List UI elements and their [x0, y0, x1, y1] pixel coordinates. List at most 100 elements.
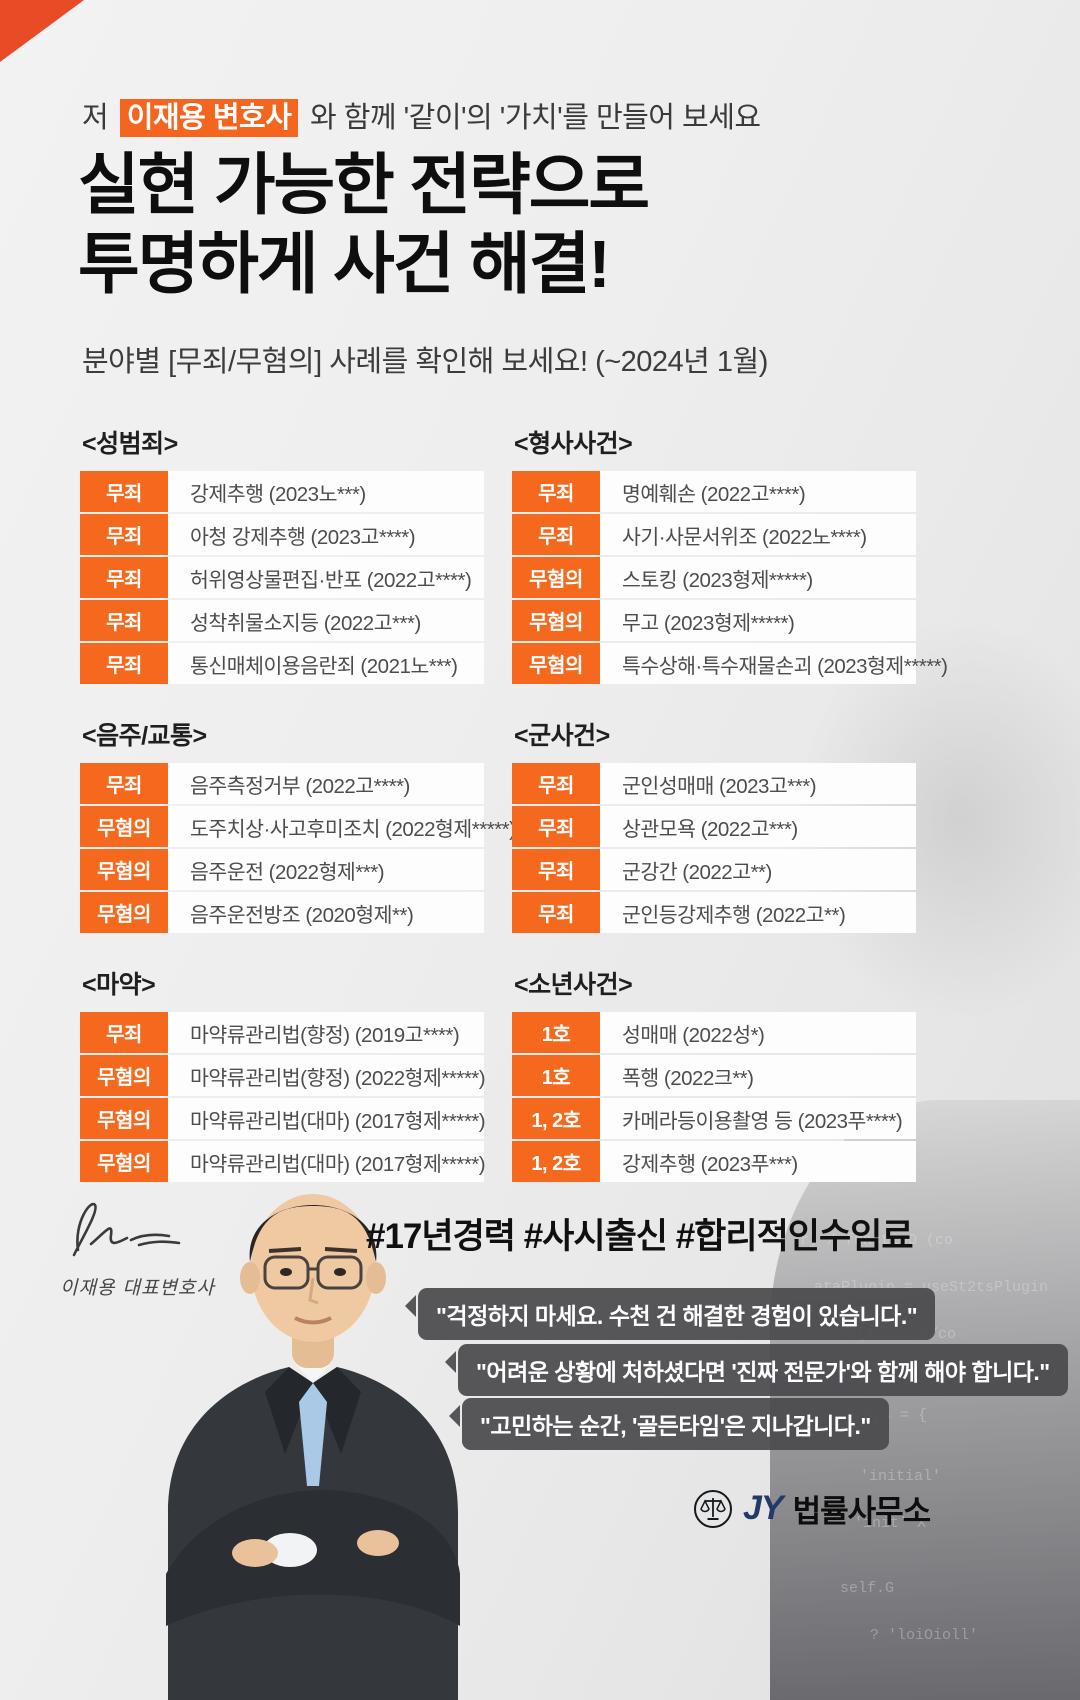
intro-suffix: 와 함께 '같이'의 '가치'를 만들어 보세요	[309, 102, 761, 134]
case-row: 무죄 음주측정거부 (2022고****)	[80, 763, 484, 804]
case-text: 음주측정거부 (2022고****)	[190, 774, 410, 798]
case-text: 강제추행 (2023푸***)	[622, 1152, 798, 1176]
verdict-badge: 무죄	[512, 471, 600, 512]
case-text: 도주치상·사고후미조치 (2022형제*****)	[190, 817, 516, 841]
case-text: 성착취물소지등 (2022고***)	[190, 611, 421, 635]
case-row: 무혐의 마약류관리법(대마) (2017형제*****)	[80, 1141, 486, 1182]
case-text: 강제추행 (2023노***)	[190, 482, 366, 506]
verdict-badge: 무혐의	[80, 1098, 168, 1139]
case-row: 1, 2호 강제추행 (2023푸***)	[512, 1141, 916, 1182]
case-row: 무죄 마약류관리법(향정) (2019고****)	[80, 1012, 484, 1053]
case-text: 마약류관리법(대마) (2017형제*****)	[190, 1152, 486, 1176]
case-text: 카메라등이용촬영 등 (2023푸****)	[622, 1109, 903, 1133]
page-title-line1: 실현 가능한 전략으로	[78, 148, 650, 223]
case-text: 통신매체이용음란죄 (2021노***)	[190, 654, 458, 678]
hashtag-line: #17년경력 #사시출신 #합리적인수임료	[366, 1217, 914, 1256]
case-row: 무혐의 음주운전 (2022형제***)	[80, 849, 484, 890]
signature-block: 이재용 대표변호사	[60, 1192, 230, 1300]
verdict-badge: 무혐의	[512, 557, 600, 598]
signature-scribble	[72, 1202, 181, 1257]
verdict-badge: 무혐의	[80, 806, 168, 847]
verdict-badge: 무혐의	[80, 849, 168, 890]
section-juvenile: <소년사건> 1호 성매매 (2022성*) 1호 폭행 (2022크**) 1…	[512, 965, 916, 1184]
intro-line: 저 이재용 변호사 와 함께 '같이'의 '가치'를 만들어 보세요	[82, 94, 761, 137]
case-text: 폭행 (2022크**)	[622, 1066, 754, 1090]
section-drugs: <마약> 무죄 마약류관리법(향정) (2019고****) 무혐의 마약류관리…	[80, 965, 486, 1184]
case-row: 무죄 군인성매매 (2023고***)	[512, 763, 916, 804]
case-text: 상관모욕 (2022고***)	[622, 817, 798, 841]
verdict-badge: 무죄	[80, 600, 168, 641]
firm-logo-initials: JY	[743, 1489, 784, 1527]
verdict-badge: 무죄	[80, 643, 168, 684]
case-row: 무죄 상관모욕 (2022고***)	[512, 806, 916, 847]
verdict-badge: 무죄	[80, 557, 168, 598]
lawyer-portrait-illustration	[166, 1194, 460, 1700]
case-row: 무혐의 무고 (2023형제*****)	[512, 600, 916, 641]
case-row: 무죄 성착취물소지등 (2022고***)	[80, 600, 484, 641]
verdict-badge: 무죄	[512, 806, 600, 847]
case-row: 무죄 허위영상물편집·반포 (2022고****)	[80, 557, 484, 598]
case-text: 성매매 (2022성*)	[622, 1023, 765, 1047]
firm-logo: JY 법률사무소	[693, 1486, 932, 1531]
case-text: 아청 강제추행 (2023고****)	[190, 525, 416, 549]
case-text: 마약류관리법(향정) (2022형제*****)	[190, 1066, 486, 1090]
page-title-line2: 투명하게 사건 해결!	[78, 227, 611, 303]
verdict-badge: 무죄	[512, 892, 600, 933]
case-tables: <성범죄> 무죄 강제추행 (2023노***) 무죄 아청 강제추행 (202…	[80, 424, 948, 1184]
section-title: <음주/교통>	[82, 722, 207, 750]
firm-logo-name: 법률사무소	[792, 1494, 932, 1529]
case-row: 무죄 군강간 (2022고**)	[512, 849, 916, 890]
section-title: <성범죄>	[82, 430, 178, 458]
case-text: 사기·사문서위조 (2022노****)	[622, 525, 867, 549]
verdict-badge: 무죄	[80, 763, 168, 804]
case-text: 음주운전 (2022형제***)	[190, 860, 385, 884]
case-row: 무혐의 음주운전방조 (2020형제**)	[80, 892, 484, 933]
verdict-badge: 무죄	[80, 514, 168, 555]
verdict-badge: 무혐의	[80, 1141, 168, 1182]
verdict-badge: 1, 2호	[512, 1141, 600, 1182]
verdict-badge: 1호	[512, 1055, 600, 1096]
lawyer-photo	[138, 1150, 488, 1700]
case-text: 군인등강제추행 (2022고**)	[622, 903, 846, 927]
case-text: 군인성매매 (2023고***)	[622, 774, 817, 798]
verdict-badge: 무혐의	[80, 892, 168, 933]
code-fragment: ? 'loiOioll'	[870, 1627, 979, 1644]
case-text: 허위영상물편집·반포 (2022고****)	[190, 568, 472, 592]
case-row: 무혐의 도주치상·사고후미조치 (2022형제*****)	[80, 806, 516, 847]
case-row: 무죄 명예훼손 (2022고****)	[512, 471, 916, 512]
verdict-badge: 1호	[512, 1012, 600, 1053]
case-text: 음주운전방조 (2020형제**)	[190, 903, 414, 927]
case-row: 1, 2호 카메라등이용촬영 등 (2023푸****)	[512, 1098, 916, 1139]
case-text: 특수상해·특수재물손괴 (2023형제*****)	[622, 654, 948, 678]
verdict-badge: 1, 2호	[512, 1098, 600, 1139]
page-subtitle: 분야별 [무죄/무혐의] 사례를 확인해 보세요! (~2024년 1월)	[82, 346, 768, 378]
verdict-badge: 무죄	[512, 849, 600, 890]
signature-name: 이재용 대표변호사	[60, 1277, 215, 1299]
section-criminal: <형사사건> 무죄 명예훼손 (2022고****) 무죄 사기·사문서위조 (…	[512, 424, 948, 686]
case-row: 무죄 사기·사문서위조 (2022노****)	[512, 514, 916, 555]
verdict-badge: 무혐의	[512, 643, 600, 684]
case-row: 무죄 강제추행 (2023노***)	[80, 471, 484, 512]
verdict-badge: 무죄	[512, 514, 600, 555]
intro-prefix: 저	[82, 102, 109, 134]
case-row: 무죄 통신매체이용음란죄 (2021노***)	[80, 643, 484, 684]
case-row: 무죄 군인등강제추행 (2022고**)	[512, 892, 916, 933]
code-fragment: 'init' X	[854, 1515, 927, 1532]
quote-bubble-2: "어려운 상황에 처하셨다면 '진짜 전문가'와 함께 해야 합니다."	[445, 1344, 1068, 1396]
page-title: 실현 가능한 전략으로 투명하게 사건 해결!	[78, 146, 650, 304]
code-fragment: self.G	[840, 1580, 895, 1597]
code-fragment: 'initial'	[860, 1468, 942, 1485]
case-row: 무혐의 마약류관리법(향정) (2022형제*****)	[80, 1055, 486, 1096]
case-row: 무혐의 스토킹 (2023형제*****)	[512, 557, 916, 598]
case-text: 명예훼손 (2022고****)	[622, 482, 806, 506]
case-row: 무혐의 마약류관리법(대마) (2017형제*****)	[80, 1098, 486, 1139]
code-fragment: r} / functioO (co	[800, 1232, 954, 1249]
verdict-badge: 무죄	[80, 471, 168, 512]
case-text: 마약류관리법(대마) (2017형제*****)	[190, 1109, 486, 1133]
case-text: 무고 (2023형제*****)	[622, 611, 795, 635]
case-text: 스토킹 (2023형제*****)	[622, 568, 813, 592]
corner-ribbon	[0, 0, 84, 62]
section-title: <마약>	[82, 971, 156, 999]
case-row: 무혐의 특수상해·특수재물손괴 (2023형제*****)	[512, 643, 948, 684]
lawyer-name-highlight: 이재용 변호사	[119, 99, 299, 137]
